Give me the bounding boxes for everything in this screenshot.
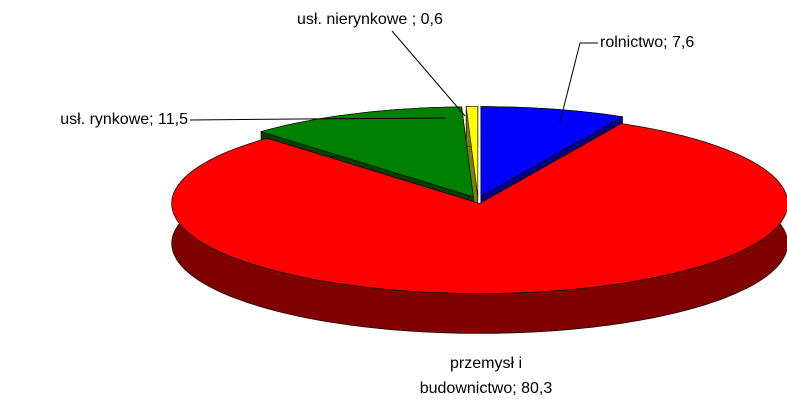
- slice: [260, 106, 474, 198]
- data-label: usł. nierynkowe ; 0,6: [297, 11, 443, 28]
- leader-line: [391, 30, 466, 117]
- slice: [171, 123, 787, 294]
- leader-line: [189, 117, 446, 121]
- slice: [480, 106, 624, 198]
- data-label: usł. rynkowe; 11,5: [60, 111, 188, 128]
- data-label: rolnictwo; 7,6: [600, 34, 694, 51]
- leader-line: [559, 42, 598, 123]
- data-label: przemysł i budownictwo; 80,3: [419, 355, 553, 397]
- slice: [465, 106, 479, 197]
